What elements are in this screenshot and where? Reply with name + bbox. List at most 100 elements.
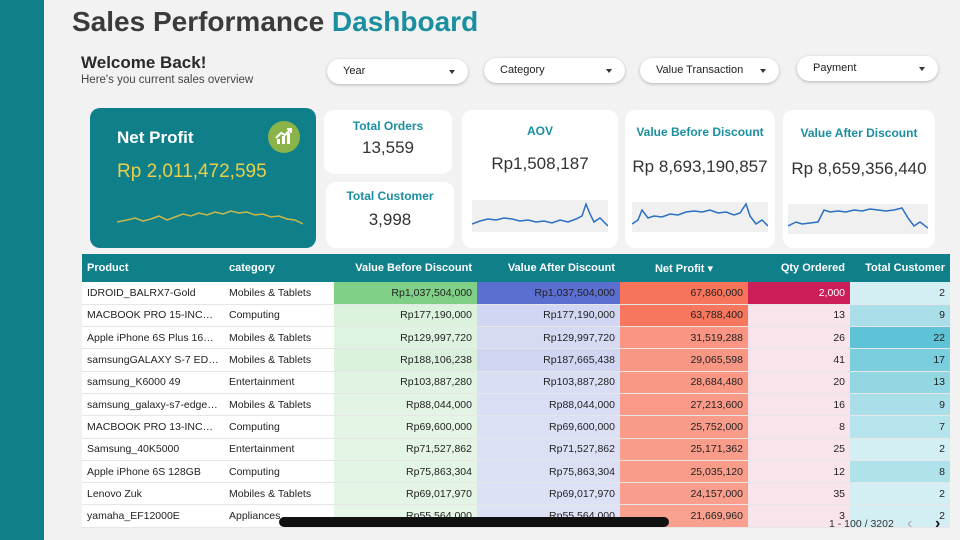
- table-row[interactable]: samsung_K6000 49 Entertainment Rp103,887,2…: [82, 371, 950, 394]
- cell-net-profit: 24,157,000: [620, 482, 748, 506]
- value-after-discount-card: Value After Discount Rp 8,659,356,440: [783, 110, 935, 248]
- value-before-discount-card: Value Before Discount Rp 8,693,190,857: [625, 110, 775, 248]
- cell-net-profit: 25,035,120: [620, 460, 748, 484]
- pagination-text: 1 - 100 / 3202: [829, 518, 894, 530]
- total-orders-value: 13,559: [362, 138, 414, 157]
- net-profit-sparkline: [117, 210, 303, 225]
- chevron-down-icon: [919, 67, 925, 71]
- cell-total-customer: 9: [850, 393, 950, 417]
- welcome-subtitle: Here's you current sales overview: [81, 74, 254, 86]
- total-customer-card: Total Customer 3,998: [326, 182, 454, 248]
- cell-qty-ordered: 12: [748, 460, 850, 484]
- table-row[interactable]: Apple iPhone 6S Plus 16GB... Mobiles & Ta…: [82, 326, 950, 350]
- value-before-discount-sparkline: [632, 202, 768, 232]
- cell-total-customer: 17: [850, 348, 950, 372]
- cell-product: MACBOOK PRO 15-INCH 2...: [82, 304, 224, 328]
- cell-category: Computing: [224, 460, 334, 484]
- value-before-discount-value: Rp 8,693,190,857: [632, 157, 768, 176]
- cell-net-profit: 31,519,288: [620, 326, 748, 350]
- cell-total-customer: 2: [850, 282, 950, 305]
- table-row[interactable]: IDROID_BALRX7-Gold Mobiles & Tablets Rp1,0…: [82, 282, 950, 305]
- cell-total-customer: 8: [850, 460, 950, 484]
- page-title: Sales Performance Dashboard: [72, 6, 478, 38]
- cell-value-after-discount: Rp88,044,000: [477, 393, 620, 417]
- value-after-discount-value: Rp 8,659,356,440: [791, 159, 927, 178]
- cell-total-customer: 7: [850, 415, 950, 439]
- col-header-qty-ordered[interactable]: Qty Ordered: [748, 254, 850, 282]
- col-header-net-profit-label: Net Profit: [654, 262, 705, 275]
- table-row[interactable]: Samsung_40K5000 Entertainment Rp71,527,862…: [82, 438, 950, 461]
- product-table: Product category Value Before Discount V…: [82, 254, 950, 528]
- table-row[interactable]: samsungGALAXY S-7 EDGE... Mobiles & Table…: [82, 348, 950, 372]
- filter-year[interactable]: Year: [327, 59, 468, 84]
- chevron-left-icon[interactable]: ‹: [907, 515, 913, 532]
- cell-category: Entertainment: [224, 438, 334, 461]
- cell-value-after-discount: Rp129,997,720: [477, 326, 620, 350]
- title-main: Sales Performance: [72, 6, 325, 37]
- col-header-total-customer[interactable]: Total Customer: [850, 254, 950, 282]
- trend-up-icon: [268, 121, 300, 153]
- cell-category: Mobiles & Tablets: [224, 326, 334, 350]
- cell-product: Samsung_40K5000: [82, 438, 224, 461]
- chevron-down-icon: [760, 69, 766, 73]
- table-row[interactable]: Lenovo Zuk Mobiles & Tablets Rp69,017,970 R…: [82, 482, 950, 506]
- table-header-row: Product category Value Before Discount V…: [82, 254, 950, 282]
- table-row[interactable]: samsung_galaxy-s7-edge-p... Mobiles & Tab…: [82, 393, 950, 417]
- col-header-category[interactable]: category: [224, 254, 334, 282]
- cell-category: Entertainment: [224, 371, 334, 394]
- filter-value-transaction-label: Value Transaction: [656, 64, 744, 76]
- total-orders-card: Total Orders 13,559: [324, 110, 452, 174]
- cell-value-after-discount: Rp69,600,000: [477, 415, 620, 439]
- table-row[interactable]: MACBOOK PRO 15-INCH 2... Computing Rp177,1…: [82, 304, 950, 328]
- chevron-right-icon[interactable]: ›: [935, 515, 941, 532]
- cell-product: samsung_galaxy-s7-edge-p...: [82, 393, 224, 417]
- filter-payment[interactable]: Payment: [797, 56, 938, 81]
- cell-product: samsung_K6000 49: [82, 371, 224, 394]
- col-header-product[interactable]: Product: [82, 254, 224, 282]
- filter-payment-label: Payment: [813, 62, 857, 74]
- cell-value-before-discount: Rp177,190,000: [334, 304, 477, 328]
- cell-net-profit: 67,860,000: [620, 282, 748, 305]
- cell-value-after-discount: Rp177,190,000: [477, 304, 620, 328]
- cell-net-profit: 28,684,480: [620, 371, 748, 394]
- filter-category-label: Category: [500, 64, 545, 76]
- filter-year-label: Year: [343, 65, 366, 77]
- col-header-value-after-discount[interactable]: Value After Discount: [477, 254, 620, 282]
- total-orders-label: Total Orders: [352, 119, 424, 133]
- cell-product: Apple iPhone 6S 128GB: [82, 460, 224, 484]
- cell-total-customer: 9: [850, 304, 950, 328]
- filter-category[interactable]: Category: [484, 58, 625, 83]
- cell-qty-ordered: 16: [748, 393, 850, 417]
- col-header-value-before-discount[interactable]: Value Before Discount: [334, 254, 477, 282]
- table-row[interactable]: MACBOOK PRO 13-INCH 2... Computing Rp69,60…: [82, 415, 950, 439]
- cell-value-after-discount: Rp71,527,862: [477, 438, 620, 461]
- cell-value-before-discount: Rp88,044,000: [334, 393, 477, 417]
- cell-net-profit: 29,065,598: [620, 348, 748, 372]
- cell-net-profit: 25,752,000: [620, 415, 748, 439]
- net-profit-label: Net Profit: [117, 128, 194, 147]
- cell-value-before-discount: Rp71,527,862: [334, 438, 477, 461]
- cell-value-before-discount: Rp103,887,280: [334, 371, 477, 394]
- value-after-discount-sparkline: [788, 204, 928, 234]
- cell-qty-ordered: 41: [748, 348, 850, 372]
- cell-qty-ordered: 13: [748, 304, 850, 328]
- cell-total-customer: 22: [850, 326, 950, 350]
- horizontal-scrollbar[interactable]: [279, 517, 669, 527]
- cell-net-profit: 63,788,400: [620, 304, 748, 328]
- cell-value-after-discount: Rp69,017,970: [477, 482, 620, 506]
- cell-value-before-discount: Rp129,997,720: [334, 326, 477, 350]
- cell-product: yamaha_EF12000E: [82, 504, 224, 528]
- cell-qty-ordered: 2,000: [748, 282, 850, 305]
- cell-category: Mobiles & Tablets: [224, 282, 334, 305]
- cell-qty-ordered: 8: [748, 415, 850, 439]
- cell-qty-ordered: 20: [748, 371, 850, 394]
- cell-category: Computing: [224, 415, 334, 439]
- col-header-net-profit[interactable]: Net Profit ▾: [620, 254, 748, 282]
- filter-value-transaction[interactable]: Value Transaction: [640, 58, 779, 83]
- table-row[interactable]: Apple iPhone 6S 128GB Computing Rp75,863,3…: [82, 460, 950, 484]
- welcome-heading: Welcome Back!: [81, 53, 207, 72]
- cell-value-after-discount: Rp103,887,280: [477, 371, 620, 394]
- aov-label: AOV: [526, 124, 553, 138]
- cell-category: Mobiles & Tablets: [224, 348, 334, 372]
- cell-category: Mobiles & Tablets: [224, 482, 334, 506]
